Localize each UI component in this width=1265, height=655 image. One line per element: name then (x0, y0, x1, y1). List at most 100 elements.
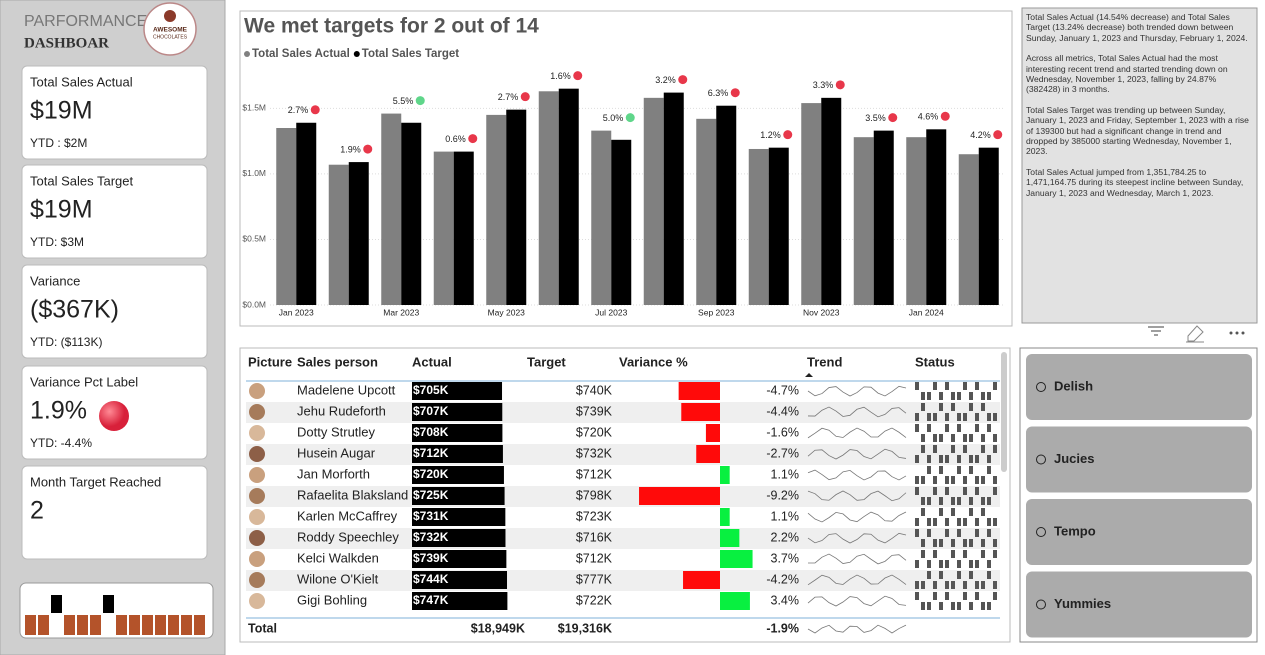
avatar (249, 467, 265, 483)
actual-bar (412, 508, 506, 526)
status-cell (951, 434, 955, 442)
status-cell (939, 539, 943, 547)
status-cell (993, 539, 997, 547)
status-cell (921, 602, 925, 610)
status-cell (921, 508, 925, 516)
total-label: Total (248, 621, 277, 635)
status-cell (939, 571, 943, 579)
annotation: 1.2% (760, 130, 781, 140)
annotation: 1.9% (340, 144, 361, 154)
variance-bar (720, 550, 753, 568)
sales-person: Rafaelita Blaksland (297, 487, 408, 502)
target: $723K (576, 509, 613, 523)
status-cell (969, 434, 973, 442)
status-cell (963, 592, 967, 600)
status-cell (975, 518, 979, 526)
bar (663, 92, 684, 305)
slicer-item[interactable] (1026, 499, 1252, 565)
status-cell (951, 602, 955, 610)
mini-bar (129, 615, 140, 635)
annotation: 3.3% (813, 80, 834, 90)
status-cell (945, 413, 949, 421)
status-cell (951, 445, 955, 453)
status-cell (987, 424, 991, 432)
trend-sparkline (807, 624, 907, 634)
trend-sparkline (807, 511, 907, 523)
slicer-item[interactable] (1026, 571, 1252, 638)
bar (853, 137, 874, 305)
sales-person: Jehu Rudeforth (297, 403, 386, 418)
annotation-dot (468, 134, 478, 144)
status-cell (975, 529, 979, 537)
annotation: 2.7% (288, 105, 309, 115)
annotation: 5.0% (603, 113, 624, 123)
status-cell (969, 392, 973, 400)
actual-bar (412, 571, 508, 589)
status-cell (993, 382, 997, 390)
annotation-dot (678, 75, 688, 85)
status-cell (975, 487, 979, 495)
scrollbar[interactable] (1001, 352, 1007, 472)
status-cell (951, 497, 955, 505)
filter-icon[interactable] (1148, 326, 1164, 336)
status-cell (987, 455, 991, 463)
narrative-paragraph: Total Sales Actual (14.54% decrease) and… (1026, 12, 1248, 43)
bar (748, 148, 769, 305)
status-cell (939, 403, 943, 411)
annotation: 0.6% (445, 134, 466, 144)
status-cell (933, 413, 937, 421)
sales-person: Roddy Speechley (297, 529, 399, 544)
avatar (249, 404, 265, 420)
legend-marker (353, 51, 360, 57)
status-cell (921, 497, 925, 505)
target: $712K (576, 467, 613, 481)
status-cell (963, 413, 967, 421)
narrative: Total Sales Actual (14.54% decrease) and… (1026, 12, 1252, 208)
status-cell (957, 497, 961, 505)
actual-bar (412, 529, 506, 547)
status-cell (993, 413, 997, 421)
status-cell (987, 497, 991, 505)
slicer-item[interactable] (1026, 354, 1252, 420)
mini-bar (168, 615, 179, 635)
status-cell (945, 487, 949, 495)
variance-bar (681, 403, 720, 421)
slicer-item[interactable] (1026, 426, 1252, 493)
status-cell (975, 476, 979, 484)
bar (401, 122, 422, 305)
status-cell (963, 476, 967, 484)
legend-label: Total Sales Actual (252, 48, 350, 60)
eraser-icon[interactable] (1186, 325, 1204, 343)
annotation-dot (993, 130, 1003, 140)
narrative-panel (1021, 7, 1258, 324)
kpi-title: Total Sales Actual (30, 74, 133, 89)
mini-bar (194, 615, 205, 635)
status-cell (915, 455, 919, 463)
status-cell (927, 560, 931, 568)
status-cell (957, 529, 961, 537)
bar (328, 164, 349, 305)
mini-bar (38, 615, 49, 635)
variance-bar (720, 592, 750, 610)
status-cell (981, 476, 985, 484)
avatar (249, 551, 265, 567)
mini-bar (64, 615, 75, 635)
logo-icon (164, 10, 176, 22)
more-icon[interactable] (1229, 331, 1233, 335)
status-cell (927, 466, 931, 474)
bar (611, 139, 632, 305)
status-cell (963, 434, 967, 442)
narrative-paragraph: Total Sales Actual jumped from 1,351,784… (1026, 166, 1244, 198)
sales-person: Husein Augar (297, 445, 376, 460)
status-cell (957, 466, 961, 474)
trend-sparkline (807, 448, 907, 460)
bar (433, 151, 454, 305)
annotation: 6.3% (708, 88, 729, 98)
y-tick-label: $1.0M (242, 168, 266, 178)
status-cell (951, 539, 955, 547)
sales-person: Madelene Upcott (297, 382, 396, 397)
status-cell (963, 487, 967, 495)
bar (296, 122, 317, 305)
status-cell (993, 592, 997, 600)
annotation-dot (520, 92, 530, 102)
